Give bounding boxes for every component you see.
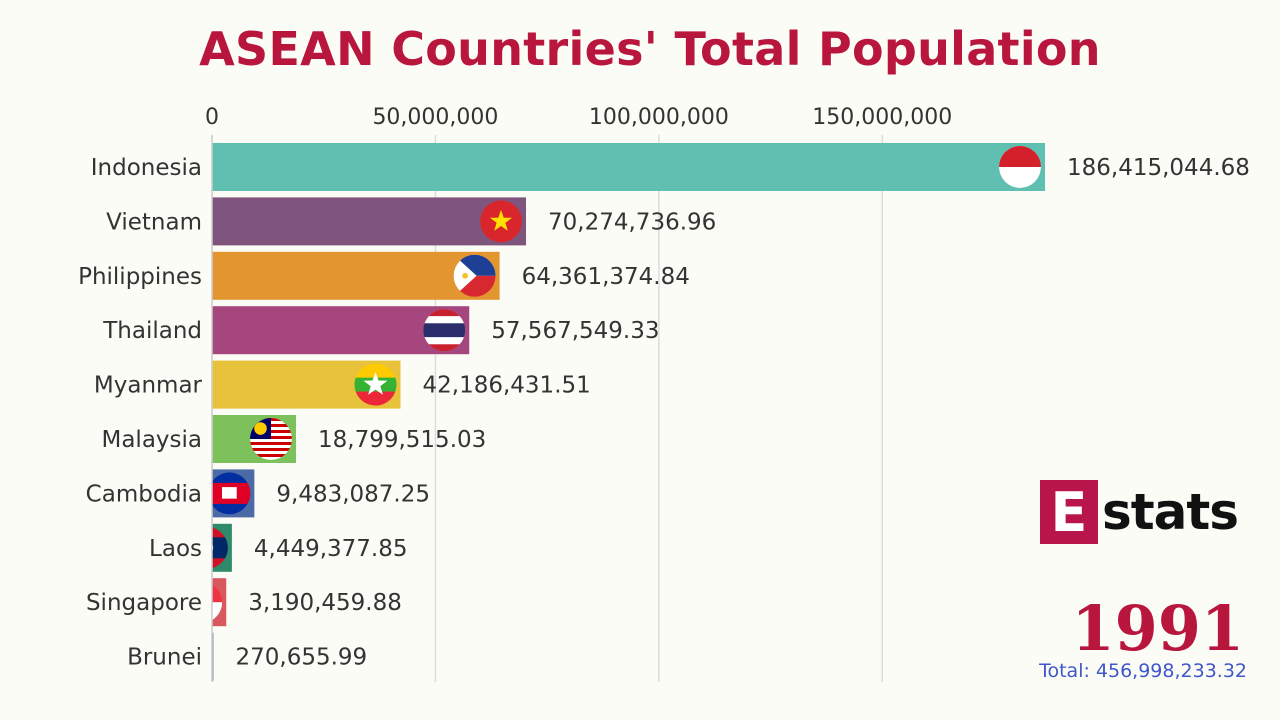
category-label: Myanmar — [94, 373, 203, 399]
value-label: 42,186,431.51 — [423, 373, 591, 399]
indonesia-flag-icon — [999, 146, 1041, 188]
malaysia-flag-icon — [250, 418, 293, 460]
category-label: Thailand — [102, 318, 202, 344]
x-tick-label: 150,000,000 — [812, 105, 952, 130]
value-label: 186,415,044.68 — [1067, 155, 1250, 181]
estats-logo: E stats — [1040, 480, 1239, 544]
value-label: 3,190,459.88 — [248, 590, 402, 616]
value-label: 64,361,374.84 — [522, 264, 690, 290]
singapore-flag-icon — [212, 581, 223, 624]
bar-indonesia — [212, 143, 1045, 191]
category-label: Cambodia — [86, 481, 202, 507]
bar-philippines — [212, 251, 500, 300]
value-label: 270,655.99 — [236, 645, 368, 671]
vietnam-flag-icon — [480, 200, 523, 243]
category-label: Singapore — [86, 590, 202, 616]
total-label: Total: 456,998,233.32 — [1039, 660, 1247, 682]
value-label: 4,449,377.85 — [254, 536, 408, 562]
category-label: Vietnam — [106, 209, 202, 235]
bar-vietnam — [212, 197, 527, 246]
x-tick-label: 50,000,000 — [372, 105, 498, 130]
category-label: Philippines — [78, 264, 202, 290]
value-label: 18,799,515.03 — [318, 427, 486, 453]
cambodia-flag-icon — [212, 472, 251, 515]
logo-text: stats — [1102, 483, 1239, 541]
category-label: Brunei — [127, 645, 202, 671]
category-label: Laos — [149, 536, 202, 562]
year-label: 1991 — [1071, 592, 1244, 665]
value-label: 9,483,087.25 — [276, 481, 430, 507]
x-tick-label: 100,000,000 — [589, 105, 729, 130]
philippines-flag-icon — [453, 254, 496, 297]
chart-title: ASEAN Countries' Total Population — [199, 22, 1101, 76]
category-label: Malaysia — [101, 427, 202, 453]
myanmar-flag-icon — [354, 363, 397, 406]
laos-flag-icon — [212, 526, 228, 569]
value-label: 57,567,549.33 — [491, 318, 659, 344]
x-tick-label: 0 — [205, 105, 219, 130]
value-label: 70,274,736.96 — [548, 209, 716, 235]
category-label: Indonesia — [91, 155, 202, 181]
logo-letter: E — [1040, 480, 1098, 544]
thailand-flag-icon — [423, 309, 466, 352]
